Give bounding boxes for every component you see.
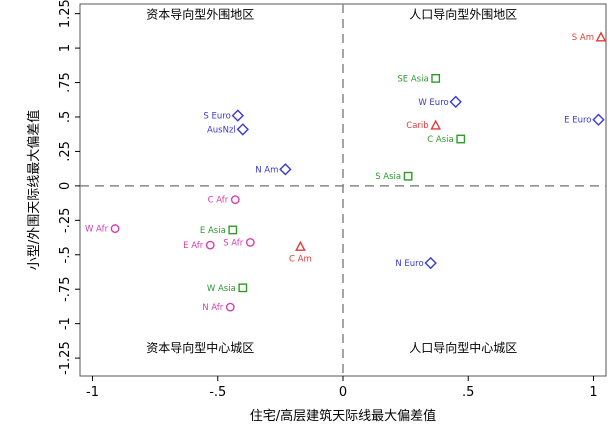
data-point-label: C Asia <box>427 135 453 145</box>
x-tick-label: .5 <box>462 385 474 400</box>
y-axis: 1.25 1 .75 .5 .25 0 -.25 -.5 -.75 -1 -1.25 <box>58 0 80 375</box>
data-point-diamond <box>449 95 462 109</box>
data-point-diamond <box>592 113 605 126</box>
data-point-circle <box>230 195 240 205</box>
y-tick-label: -1 <box>58 317 73 330</box>
data-point-triangle <box>595 31 607 42</box>
y-tick-label: -1.25 <box>58 341 73 375</box>
quadrant-label-bottom-left: 资本导向型中心城区 <box>146 340 254 355</box>
x-axis: -1 -.5 0 .5 1 <box>86 376 598 400</box>
data-point-circle <box>245 237 255 247</box>
data-point-label: C Afr <box>208 196 229 206</box>
data-point-label: Carib <box>406 121 428 131</box>
x-tick-label: -.5 <box>209 385 226 400</box>
y-tick-label: -.5 <box>58 246 73 263</box>
data-point-label: E Euro <box>564 116 591 126</box>
data-point-label: S Euro <box>203 112 230 122</box>
data-point-label: N Euro <box>395 259 423 269</box>
data-point-square <box>238 283 248 293</box>
y-tick-label: 1.25 <box>58 0 73 28</box>
data-point-square <box>403 171 413 181</box>
data-point-circle <box>225 302 235 312</box>
data-point-triangle <box>295 240 306 251</box>
quadrant-labels: 资本导向型外围地区 人口导向型外围地区 资本导向型中心城区 人口导向型中心城区 <box>146 7 517 355</box>
data-point-square <box>228 225 238 235</box>
y-tick-label: 1 <box>58 44 73 52</box>
y-tick-label: .5 <box>58 111 73 123</box>
y-tick-label: .25 <box>58 141 73 162</box>
data-point-label: S Asia <box>375 172 401 182</box>
y-axis-title: 小型/外围天际线最大偏差值 <box>26 110 42 270</box>
data-point-label: W Afr <box>85 225 109 235</box>
x-tick-label: 1 <box>589 385 597 400</box>
data-point-label: N Afr <box>202 303 224 313</box>
data-point-diamond <box>279 163 292 176</box>
data-point-label: S Am <box>572 33 594 43</box>
y-tick-label: 0 <box>58 182 73 190</box>
data-point-diamond <box>236 123 249 136</box>
data-point-label: S Afr <box>223 238 244 248</box>
data-point-label: C Am <box>289 254 312 264</box>
y-tick-label: .75 <box>58 72 73 93</box>
y-tick-label: -.75 <box>58 277 73 302</box>
x-tick-label: -1 <box>86 385 99 400</box>
quadrant-label-top-right: 人口导向型外围地区 <box>409 7 517 22</box>
data-point-label: W Asia <box>207 284 236 294</box>
data-point-circle <box>205 240 215 250</box>
data-point-triangle <box>430 119 442 130</box>
data-point-diamond <box>424 256 437 270</box>
data-point-label: N Am <box>255 165 278 175</box>
data-point-square <box>456 134 466 144</box>
data-point-label: E Asia <box>200 226 226 236</box>
y-tick-label: -.25 <box>58 208 73 233</box>
x-axis-title: 住宅/高层建筑天际线最大偏差值 <box>250 408 436 424</box>
x-tick-label: 0 <box>339 385 347 400</box>
data-points: S Euro AusNzl N Am W Euro E Euro N Euro S Am Ca… <box>85 31 607 313</box>
data-point-label: SE Asia <box>397 74 428 84</box>
data-point-label: E Afr <box>183 241 204 251</box>
data-point-circle <box>110 224 120 233</box>
reference-lines <box>80 4 606 376</box>
data-point-diamond <box>231 109 244 122</box>
data-point-label: AusNzl <box>207 125 236 135</box>
data-point-square <box>431 73 441 83</box>
quadrant-label-top-left: 资本导向型外围地区 <box>146 7 254 22</box>
data-point-label: W Euro <box>418 98 448 108</box>
quadrant-label-bottom-right: 人口导向型中心城区 <box>409 340 517 355</box>
